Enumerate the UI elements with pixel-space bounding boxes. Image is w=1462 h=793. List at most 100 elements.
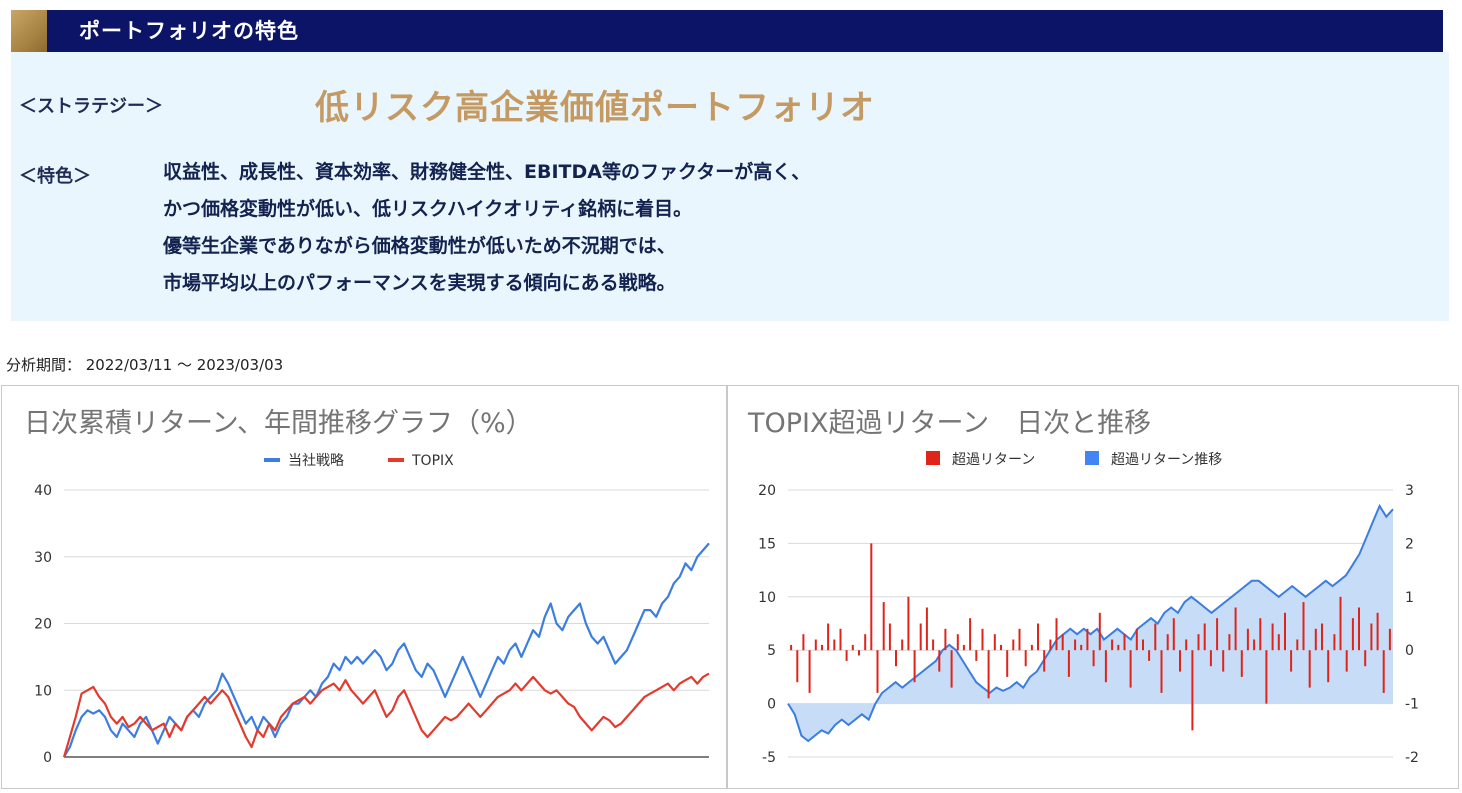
y-tick-label-left: 10 (758, 590, 776, 606)
excess-return-bar (1135, 628, 1138, 651)
excess-return-bar (913, 650, 916, 683)
excess-return-bar (790, 644, 793, 651)
y-tick-label-left: -5 (762, 750, 776, 766)
y-tick-label-left: 5 (767, 643, 776, 659)
excess-return-bar (993, 634, 996, 651)
analysis-period: 分析期間： 2022/03/11 ～ 2023/03/03 (6, 356, 284, 374)
section-header: ポートフォリオの特色 (11, 10, 1443, 52)
excess-return-bar (1024, 650, 1027, 667)
excess-return-bar (1104, 650, 1107, 683)
excess-return-bar (1388, 628, 1391, 651)
excess-return-bar (1129, 650, 1132, 688)
feature-line: 市場平均以上のパフォーマンスを実現する傾向にある戦略。 (163, 272, 676, 294)
excess-return-bar (987, 650, 990, 699)
excess-return-bar (1351, 618, 1354, 651)
excess-return-bar (1228, 634, 1231, 651)
excess-return-bar (981, 628, 984, 651)
excess-return-bar (845, 650, 848, 661)
series-line (62, 672, 710, 758)
excess-return-bar (1172, 618, 1175, 651)
y-tick-label: 20 (34, 617, 52, 633)
legend-label: 超過リターン推移 (1111, 452, 1222, 468)
y-tick-label-right: 1 (1405, 590, 1414, 606)
feature-line: 収益性、成長性、資本効率、財務健全性、EBITDA等のファクターが高く、 (163, 161, 811, 183)
excess-return-bar (1240, 650, 1243, 677)
excess-return-bar (1339, 596, 1342, 651)
excess-return-bar (1321, 623, 1323, 651)
excess-return-bar (1234, 607, 1237, 651)
excess-return-bar (1216, 618, 1219, 651)
excess-return-bar (1123, 634, 1126, 651)
excess-return-bar (1197, 634, 1200, 651)
legend-swatch (264, 458, 280, 462)
excess-return-bar (1142, 639, 1144, 651)
excess-trend-area (788, 506, 1393, 741)
excess-return-bar (1055, 618, 1058, 651)
cumulative-return-chart-panel: 日次累積リターン、年間推移グラフ（%） 0 10 20 30 40 当社戦略 TOPIX (1, 385, 727, 789)
excess-return-bar (1000, 644, 1002, 651)
excess-return-bar (1246, 628, 1249, 651)
excess-return-bar (975, 650, 978, 661)
features-description: 収益性、成長性、資本効率、財務健全性、EBITDA等のファクターが高く、 かつ価… (163, 158, 810, 306)
excess-return-bar (1166, 634, 1169, 651)
y-tick-label-right: -1 (1405, 697, 1419, 713)
excess-return-bar (1030, 644, 1033, 651)
excess-return-bar (821, 644, 823, 651)
legend-swatch (926, 451, 940, 465)
excess-return-bar (802, 634, 805, 651)
excess-return-bar (858, 650, 860, 656)
excess-return-bar (950, 650, 953, 688)
excess-return-bar (1098, 612, 1101, 651)
feature-line: かつ価格変動性が低い、低リスクハイクオリティ銘柄に着目。 (163, 198, 693, 220)
excess-return-bar (839, 628, 842, 651)
excess-return-bar (1012, 639, 1015, 651)
excess-return-bar (1006, 650, 1009, 677)
excess-return-bar (1049, 639, 1052, 651)
excess-return-bar (944, 628, 947, 651)
excess-return-bar (1222, 650, 1225, 672)
excess-return-bar (1074, 639, 1077, 651)
excess-return-bar (1092, 650, 1095, 667)
legend-label: 超過リターン (952, 452, 1035, 468)
y-tick-label-right: 0 (1405, 643, 1414, 659)
excess-return-bar (1179, 650, 1181, 672)
excess-return-bar (1185, 639, 1188, 651)
excess-trend-line (787, 503, 1394, 743)
excess-return-bar (925, 607, 928, 651)
y-tick-label: 0 (43, 750, 52, 766)
excess-return-bar (796, 650, 799, 683)
excess-return-chart-panel: TOPIX超過リターン 日次と推移 -5 0 5 10 15 20 -2 -1 0 1 2 3 超過リター… (727, 385, 1459, 789)
y-tick-label-right: 2 (1405, 536, 1414, 552)
excess-return-bar (1037, 623, 1039, 651)
excess-return-bar (851, 644, 854, 651)
excess-return-bar (870, 543, 873, 651)
excess-return-bar (827, 623, 830, 651)
excess-return-bar (1271, 623, 1274, 651)
excess-return-bar (814, 639, 817, 651)
excess-return-bar (1111, 639, 1114, 651)
y-tick-label-left: 20 (758, 483, 776, 499)
features-label: ＜特色＞ (19, 166, 91, 187)
excess-return-bar (938, 650, 941, 672)
legend-swatch (388, 458, 404, 462)
legend-label: TOPIX (411, 453, 454, 469)
y-tick-label-right: 3 (1405, 483, 1414, 499)
excess-return-bar (1358, 607, 1360, 651)
cumulative-return-chart: 日次累積リターン、年間推移グラフ（%） 0 10 20 30 40 当社戦略 TOPIX (24, 408, 710, 766)
excess-return-bar (969, 618, 972, 651)
y-tick-label-left: 0 (767, 697, 776, 713)
excess-return-bar (1086, 628, 1089, 651)
excess-return-chart: TOPIX超過リターン 日次と推移 -5 0 5 10 15 20 -2 -1 0 1 2 3 超過リター… (747, 408, 1419, 766)
excess-return-bar (919, 623, 922, 651)
excess-return-bar (1191, 650, 1194, 731)
excess-return-bar (901, 639, 904, 651)
excess-return-bar (1080, 644, 1083, 651)
legend-swatch (1085, 451, 1099, 465)
chart-title: 日次累積リターン、年間推移グラフ（%） (24, 408, 533, 439)
excess-return-bar (1284, 612, 1286, 651)
header-gold-accent (11, 10, 47, 52)
excess-return-bar (888, 623, 891, 651)
excess-return-bar (1203, 623, 1206, 651)
excess-return-bar (882, 602, 885, 651)
excess-return-bar (907, 596, 910, 651)
